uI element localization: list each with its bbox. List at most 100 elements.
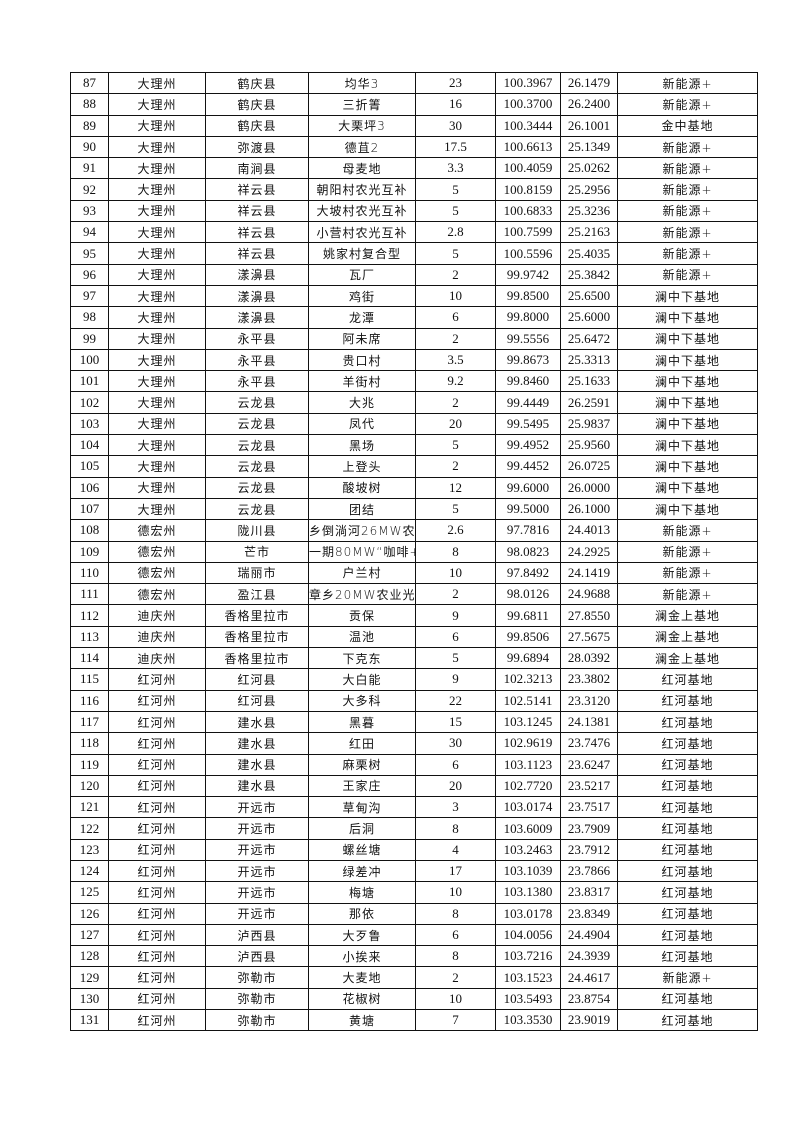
cell-longitude: 100.3444	[495, 114, 561, 137]
cell-capacity: 2	[415, 391, 496, 414]
cell-project-name: 乡倒淌河26MW农业	[308, 519, 416, 542]
cell-row-number: 128	[70, 945, 109, 968]
table-row: 127 红河州 泸西县 大歹鲁 6 104.0056 24.4904 红河基地	[70, 923, 758, 947]
cell-capacity: 5	[415, 242, 496, 265]
table-row: 121 红河州 开远市 草甸沟 3 103.0174 23.7517 红河基地	[70, 796, 758, 819]
cell-row-number: 115	[70, 668, 109, 691]
cell-county: 盈江县	[205, 583, 309, 606]
cell-latitude: 24.4904	[560, 923, 618, 947]
cell-capacity: 9.2	[415, 370, 496, 393]
cell-prefecture: 大理州	[108, 178, 206, 201]
cell-project-name: 团结	[308, 497, 416, 521]
cell-base: 红河基地	[617, 945, 758, 968]
cell-prefecture: 红河州	[108, 923, 206, 947]
cell-county: 云龙县	[205, 455, 309, 478]
table-row: 109 德宏州 芒市 一期80MW“咖啡+ 8 98.0823 24.2925 新能源+	[70, 540, 758, 563]
cell-base: 澜中下基地	[617, 348, 758, 372]
cell-capacity: 10	[415, 881, 496, 904]
cell-base: 红河基地	[617, 689, 758, 712]
cell-county: 鹤庆县	[205, 114, 309, 137]
cell-capacity: 6	[415, 753, 496, 776]
table-row: 92 大理州 祥云县 朝阳村农光互补 5 100.8159 25.2956 新能源+	[70, 178, 758, 201]
cell-prefecture: 红河州	[108, 838, 206, 861]
cell-row-number: 110	[70, 561, 109, 585]
cell-latitude: 23.5217	[560, 774, 618, 798]
table-row: 89 大理州 鹤庆县 大栗坪3 30 100.3444 26.1001 金中基地	[70, 114, 758, 137]
cell-base: 澜中下基地	[617, 412, 758, 436]
cell-longitude: 100.6833	[495, 199, 561, 223]
table-row: 117 红河州 建水县 黑暮 15 103.1245 24.1381 红河基地	[70, 710, 758, 734]
cell-project-name: 龙潭	[308, 306, 416, 329]
cell-project-name: 黑场	[308, 434, 416, 457]
cell-county: 云龙县	[205, 434, 309, 457]
cell-base: 红河基地	[617, 753, 758, 776]
cell-row-number: 116	[70, 689, 109, 712]
cell-capacity: 4	[415, 838, 496, 861]
cell-project-name: 德苴2	[308, 135, 416, 159]
cell-longitude: 99.8500	[495, 284, 561, 308]
cell-county: 泸西县	[205, 945, 309, 968]
cell-latitude: 27.8550	[560, 604, 618, 627]
cell-project-name: 花椒树	[308, 987, 416, 1011]
cell-longitude: 100.5596	[495, 242, 561, 265]
cell-row-number: 112	[70, 604, 109, 627]
cell-county: 永平县	[205, 348, 309, 372]
cell-latitude: 25.9837	[560, 412, 618, 436]
cell-project-name: 绿差冲	[308, 859, 416, 883]
table-row: 116 红河州 红河县 大多科 22 102.5141 23.3120 红河基地	[70, 689, 758, 712]
cell-prefecture: 德宏州	[108, 561, 206, 585]
cell-base: 红河基地	[617, 796, 758, 819]
table-row: 95 大理州 祥云县 姚家村复合型 5 100.5596 25.4035 新能源+	[70, 242, 758, 265]
cell-prefecture: 红河州	[108, 945, 206, 968]
cell-longitude: 99.6811	[495, 604, 561, 627]
cell-row-number: 111	[70, 583, 109, 606]
cell-project-name: 黑暮	[308, 710, 416, 734]
cell-latitude: 23.6247	[560, 753, 618, 776]
cell-county: 开远市	[205, 838, 309, 861]
table-row: 122 红河州 开远市 后洞 8 103.6009 23.7909 红河基地	[70, 817, 758, 840]
cell-longitude: 103.1523	[495, 966, 561, 989]
table-row: 111 德宏州 盈江县 章乡20MW农业光 2 98.0126 24.9688 新能源+	[70, 583, 758, 606]
cell-capacity: 5	[415, 199, 496, 223]
cell-capacity: 8	[415, 540, 496, 563]
table-row: 91 大理州 南涧县 母麦地 3.3 100.4059 25.0262 新能源+	[70, 157, 758, 180]
table-row: 114 迪庆州 香格里拉市 下克东 5 99.6894 28.0392 澜金上基地	[70, 647, 758, 670]
table-row: 99 大理州 永平县 阿未席 2 99.5556 25.6472 澜中下基地	[70, 327, 758, 350]
cell-base: 新能源+	[617, 221, 758, 244]
cell-capacity: 12	[415, 476, 496, 499]
cell-capacity: 10	[415, 561, 496, 585]
cell-base: 红河基地	[617, 881, 758, 904]
table-body: 87 大理州 鹤庆县 均华3 23 100.3967 26.1479 新能源+ 88 大理州 鹤庆县…	[70, 71, 758, 1032]
cell-prefecture: 迪庆州	[108, 625, 206, 649]
cell-county: 陇川县	[205, 519, 309, 542]
cell-row-number: 122	[70, 817, 109, 840]
cell-county: 建水县	[205, 753, 309, 776]
table-row: 106 大理州 云龙县 酸坡树 12 99.6000 26.0000 澜中下基地	[70, 476, 758, 499]
cell-row-number: 97	[70, 284, 109, 308]
cell-base: 澜中下基地	[617, 327, 758, 350]
cell-longitude: 103.6009	[495, 817, 561, 840]
cell-prefecture: 红河州	[108, 668, 206, 691]
cell-project-name: 瓦厂	[308, 263, 416, 286]
cell-latitude: 25.9560	[560, 434, 618, 457]
cell-row-number: 103	[70, 412, 109, 436]
cell-capacity: 8	[415, 945, 496, 968]
cell-county: 祥云县	[205, 178, 309, 201]
cell-capacity: 2	[415, 455, 496, 478]
cell-latitude: 27.5675	[560, 625, 618, 649]
cell-project-name: 大麦地	[308, 966, 416, 989]
cell-county: 弥勒市	[205, 966, 309, 989]
cell-longitude: 97.8492	[495, 561, 561, 585]
cell-row-number: 90	[70, 135, 109, 159]
cell-latitude: 23.7912	[560, 838, 618, 861]
cell-project-name: 户兰村	[308, 561, 416, 585]
cell-row-number: 121	[70, 796, 109, 819]
cell-capacity: 2.8	[415, 221, 496, 244]
cell-latitude: 24.1381	[560, 710, 618, 734]
cell-row-number: 123	[70, 838, 109, 861]
cell-base: 新能源+	[617, 135, 758, 159]
cell-county: 开远市	[205, 902, 309, 925]
cell-base: 新能源+	[617, 583, 758, 606]
cell-base: 澜中下基地	[617, 455, 758, 478]
cell-prefecture: 德宏州	[108, 519, 206, 542]
